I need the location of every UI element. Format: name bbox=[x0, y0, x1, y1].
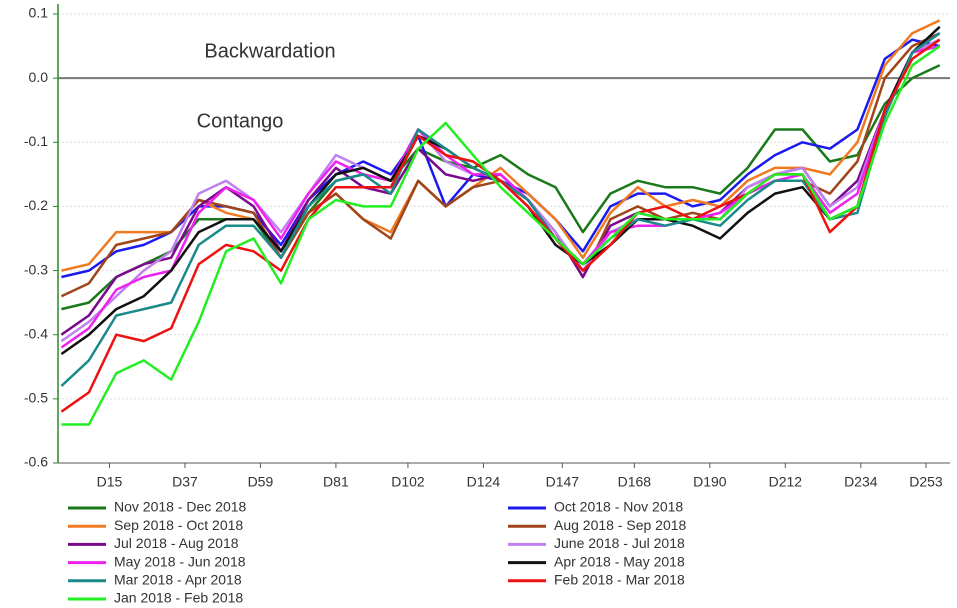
series-line bbox=[61, 45, 941, 426]
annotation: Contango bbox=[197, 110, 284, 132]
x-tick-label: D124 bbox=[467, 474, 501, 490]
legend-label: Aug 2018 - Sep 2018 bbox=[554, 517, 687, 533]
x-tick-label: D190 bbox=[693, 474, 727, 490]
legend-label: Nov 2018 - Dec 2018 bbox=[114, 499, 247, 515]
annotation: Backwardation bbox=[204, 40, 335, 62]
y-tick-label: 0.1 bbox=[29, 5, 49, 21]
legend-label: Mar 2018 - Apr 2018 bbox=[114, 572, 242, 588]
legend-label: Sep 2018 - Oct 2018 bbox=[114, 517, 243, 533]
x-tick-label: D15 bbox=[97, 474, 123, 490]
y-tick-label: -0.5 bbox=[24, 390, 48, 406]
x-tick-label: D253 bbox=[909, 474, 943, 490]
y-tick-label: 0.0 bbox=[29, 69, 49, 85]
legend-label: May 2018 - Jun 2018 bbox=[114, 553, 246, 569]
series-line bbox=[61, 19, 941, 272]
legend-label: Jan 2018 - Feb 2018 bbox=[114, 590, 243, 606]
y-tick-label: -0.6 bbox=[24, 454, 48, 470]
series-line bbox=[61, 64, 941, 311]
legend-label: Oct 2018 - Nov 2018 bbox=[554, 499, 683, 515]
legend-label: Jul 2018 - Aug 2018 bbox=[114, 535, 239, 551]
series-line bbox=[60, 44, 940, 349]
legend-label: Feb 2018 - Mar 2018 bbox=[554, 572, 685, 588]
x-tick-label: D234 bbox=[844, 474, 878, 490]
x-tick-label: D147 bbox=[546, 474, 580, 490]
y-tick-label: -0.4 bbox=[24, 325, 48, 341]
y-tick-label: -0.1 bbox=[24, 133, 48, 149]
x-tick-label: D59 bbox=[248, 474, 274, 490]
x-tick-label: D212 bbox=[769, 474, 803, 490]
x-tick-label: D37 bbox=[172, 474, 198, 490]
x-tick-label: D168 bbox=[618, 474, 652, 490]
legend-label: Apr 2018 - May 2018 bbox=[554, 553, 685, 569]
legend-label: June 2018 - Jul 2018 bbox=[554, 535, 685, 551]
y-tick-label: -0.2 bbox=[24, 197, 48, 213]
y-tick-label: -0.3 bbox=[24, 261, 48, 277]
x-tick-label: D81 bbox=[323, 474, 349, 490]
x-tick-label: D102 bbox=[391, 474, 425, 490]
